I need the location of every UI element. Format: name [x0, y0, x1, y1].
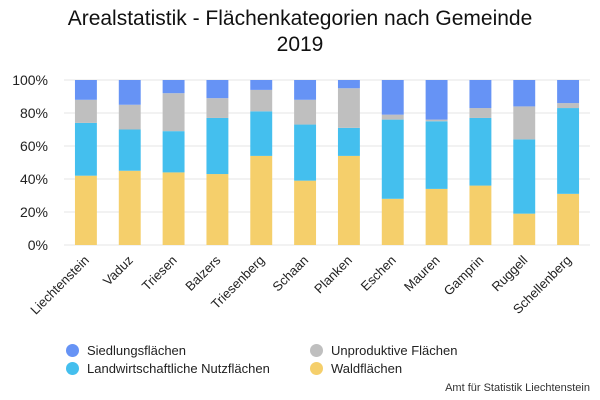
bar-segment — [250, 111, 273, 156]
legend-swatch — [66, 362, 79, 375]
bar-segment — [381, 198, 404, 245]
bar-segment — [381, 80, 404, 115]
bar-segment — [469, 185, 492, 245]
bar-segment — [74, 175, 97, 245]
x-tick-label: Planken — [311, 253, 355, 297]
chart-title-line-2: 2019 — [276, 33, 324, 56]
bar-segment — [74, 99, 97, 123]
x-tick-label: Ruggell — [489, 252, 531, 294]
bar-segment — [337, 80, 360, 89]
legend-item[interactable]: Waldflächen — [310, 361, 402, 376]
y-tick-label: 20% — [20, 204, 48, 220]
bar-segment — [162, 131, 185, 173]
legend-swatch — [310, 344, 323, 357]
bar-segment — [294, 124, 317, 181]
bar-segment — [337, 127, 360, 156]
x-tick-label: Triesen — [139, 253, 180, 294]
bar-segment — [206, 117, 229, 175]
bar-segment — [162, 93, 185, 132]
bar-segment — [118, 129, 141, 171]
bar-segment — [557, 103, 580, 109]
legend-label: Waldflächen — [331, 361, 403, 376]
bar-segment — [337, 155, 360, 245]
x-tick-label: Mauren — [401, 253, 443, 295]
bar-segment — [557, 108, 580, 194]
bar-segment — [206, 174, 229, 245]
y-tick-label: 60% — [20, 138, 48, 154]
bar-segment — [513, 80, 536, 107]
x-tick-label: Schaan — [269, 253, 311, 295]
x-tick-label: Eschen — [358, 253, 399, 294]
bar-segment — [425, 121, 448, 189]
bar-segment — [118, 170, 141, 245]
x-tick-label: Gamprin — [441, 253, 487, 299]
bar-segment — [74, 80, 97, 100]
bar-segment — [557, 80, 580, 104]
bar-segment — [294, 99, 317, 125]
bar-segment — [250, 89, 273, 112]
bar-segment — [381, 119, 404, 199]
legend-label: Landwirtschaftliche Nutzflächen — [87, 361, 270, 376]
bar-segment — [425, 119, 448, 122]
bar-segment — [513, 106, 536, 140]
bar-segment — [425, 188, 448, 245]
y-tick-label: 0% — [28, 237, 48, 253]
bar-segment — [162, 80, 185, 94]
y-tick-label: 80% — [20, 105, 48, 121]
bar-segment — [294, 80, 317, 100]
bar-segment — [118, 104, 141, 130]
legend-item[interactable]: Siedlungsflächen — [66, 343, 186, 358]
legend-swatch — [66, 344, 79, 357]
x-axis: Liechtenstein Vaduz Triesen BalzersTriesenb… — [27, 252, 574, 317]
bar-segment — [206, 98, 229, 118]
legend-item[interactable]: Landwirtschaftliche Nutzflächen — [66, 361, 270, 376]
bar-segment — [557, 193, 580, 245]
bar-segment — [250, 155, 273, 245]
bar-segment — [469, 108, 492, 118]
bars — [74, 80, 580, 245]
legend-label: Unproduktive Flächen — [331, 343, 458, 358]
y-tick-label: 100% — [12, 72, 48, 88]
bar-segment — [425, 80, 448, 120]
source-credit: Amt für Statistik Liechtenstein — [445, 382, 590, 394]
bar-segment — [469, 80, 492, 109]
legend: Siedlungsflächen Unproduktive Flächen Land… — [66, 343, 546, 383]
legend-swatch — [310, 362, 323, 375]
grid-lines — [64, 79, 590, 246]
x-tick-label: Liechtenstein — [27, 253, 92, 318]
bar-segment — [162, 172, 185, 245]
chart-title: Arealstatistik - Flächenkategorien nach … — [0, 6, 600, 58]
y-axis: 0% 20% 40% 60% 80% 100% — [12, 72, 48, 253]
bar-segment — [206, 80, 229, 99]
bar-segment — [337, 88, 360, 128]
bar-segment — [74, 122, 97, 176]
bar-segment — [469, 117, 492, 186]
bar-segment — [381, 114, 404, 120]
chart-title-line-1: Arealstatistik - Flächenkategorien nach … — [67, 7, 533, 30]
bar-segment — [250, 80, 273, 90]
x-tick-label: Vaduz — [100, 253, 136, 289]
bar-segment — [513, 213, 536, 245]
legend-label: Siedlungsflächen — [87, 343, 187, 358]
bar-segment — [513, 139, 536, 214]
legend-item[interactable]: Unproduktive Flächen — [310, 343, 457, 358]
y-tick-label: 40% — [20, 171, 48, 187]
x-tick-label: Balzers — [182, 252, 224, 294]
bar-segment — [294, 180, 317, 245]
bar-segment — [118, 80, 141, 105]
